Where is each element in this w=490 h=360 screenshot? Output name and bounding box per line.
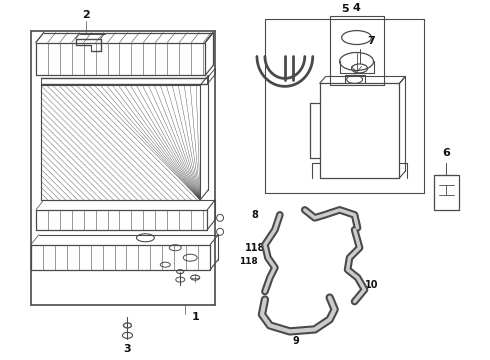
Text: 7: 7 [368, 36, 375, 46]
Text: 9: 9 [293, 336, 299, 346]
Text: 5: 5 [341, 4, 348, 14]
Text: 118: 118 [239, 257, 257, 266]
Text: 2: 2 [82, 10, 90, 20]
Text: 6: 6 [442, 148, 450, 158]
Text: 8: 8 [251, 210, 258, 220]
Text: 118: 118 [245, 243, 265, 253]
Text: 10: 10 [365, 280, 378, 289]
Text: 1: 1 [191, 312, 199, 323]
Text: 4: 4 [353, 3, 361, 13]
Text: 3: 3 [123, 345, 131, 354]
